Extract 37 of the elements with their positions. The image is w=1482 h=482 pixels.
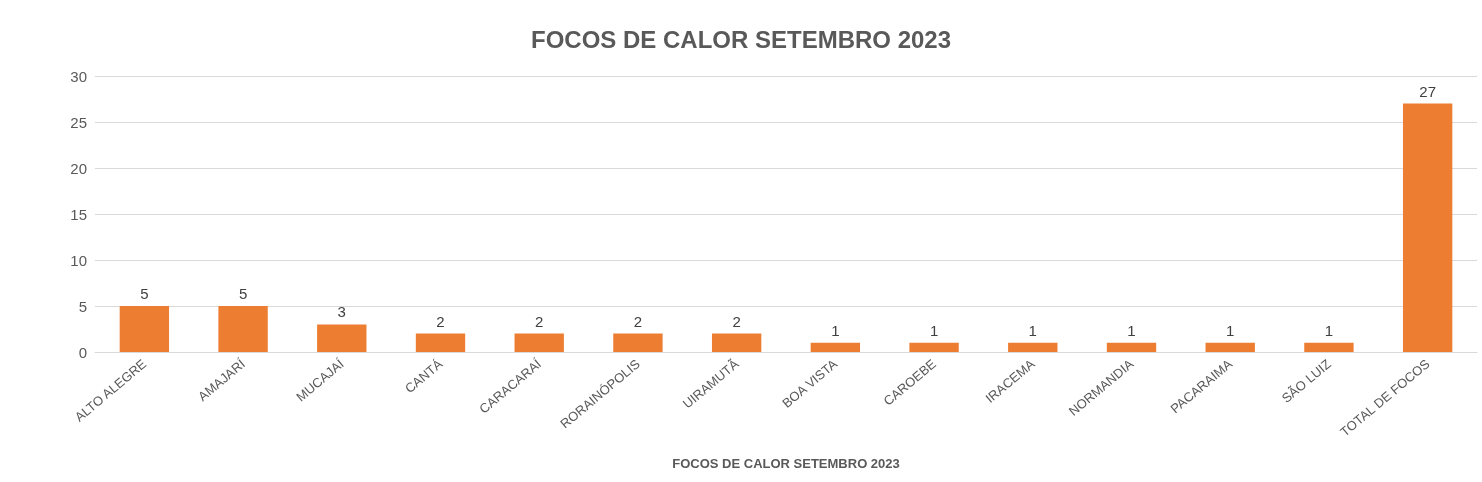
data-label: 27 (1419, 82, 1436, 100)
data-label: 2 (535, 312, 544, 330)
bar (1205, 342, 1255, 352)
data-label: 1 (1028, 321, 1037, 339)
bar (1304, 342, 1354, 352)
data-label: 2 (436, 312, 445, 330)
bar (317, 324, 367, 352)
data-label: 5 (140, 285, 149, 302)
bar (909, 342, 959, 352)
data-label: 5 (238, 285, 248, 302)
y-tick-label: 30 (70, 67, 87, 85)
bar (1008, 342, 1058, 352)
bar (613, 333, 663, 352)
bar (810, 342, 861, 352)
bar (119, 306, 170, 352)
bar (514, 333, 564, 352)
bar (1106, 342, 1157, 352)
data-label: 2 (732, 312, 741, 330)
y-tick-label: 5 (78, 297, 87, 315)
y-tick-label: 15 (70, 205, 87, 223)
y-tick-label: 10 (70, 251, 87, 269)
y-tick-label: 0 (78, 343, 87, 361)
data-label: 1 (831, 321, 840, 339)
data-label: 2 (633, 312, 643, 330)
x-axis-title: FOCOS DE CALOR SETEMBRO 2023 (672, 456, 900, 471)
bar (218, 306, 268, 352)
data-label: 3 (337, 303, 346, 321)
data-label: 1 (1127, 321, 1136, 339)
bar (711, 333, 762, 352)
bar (415, 333, 466, 352)
y-tick-label: 20 (70, 159, 87, 177)
y-tick-label: 25 (70, 113, 87, 131)
bar (1402, 103, 1453, 352)
chart-title: FOCOS DE CALOR SETEMBRO 2023 (530, 25, 952, 53)
data-label: 1 (929, 321, 939, 339)
data-label: 1 (1226, 321, 1235, 339)
data-label: 1 (1324, 321, 1334, 339)
